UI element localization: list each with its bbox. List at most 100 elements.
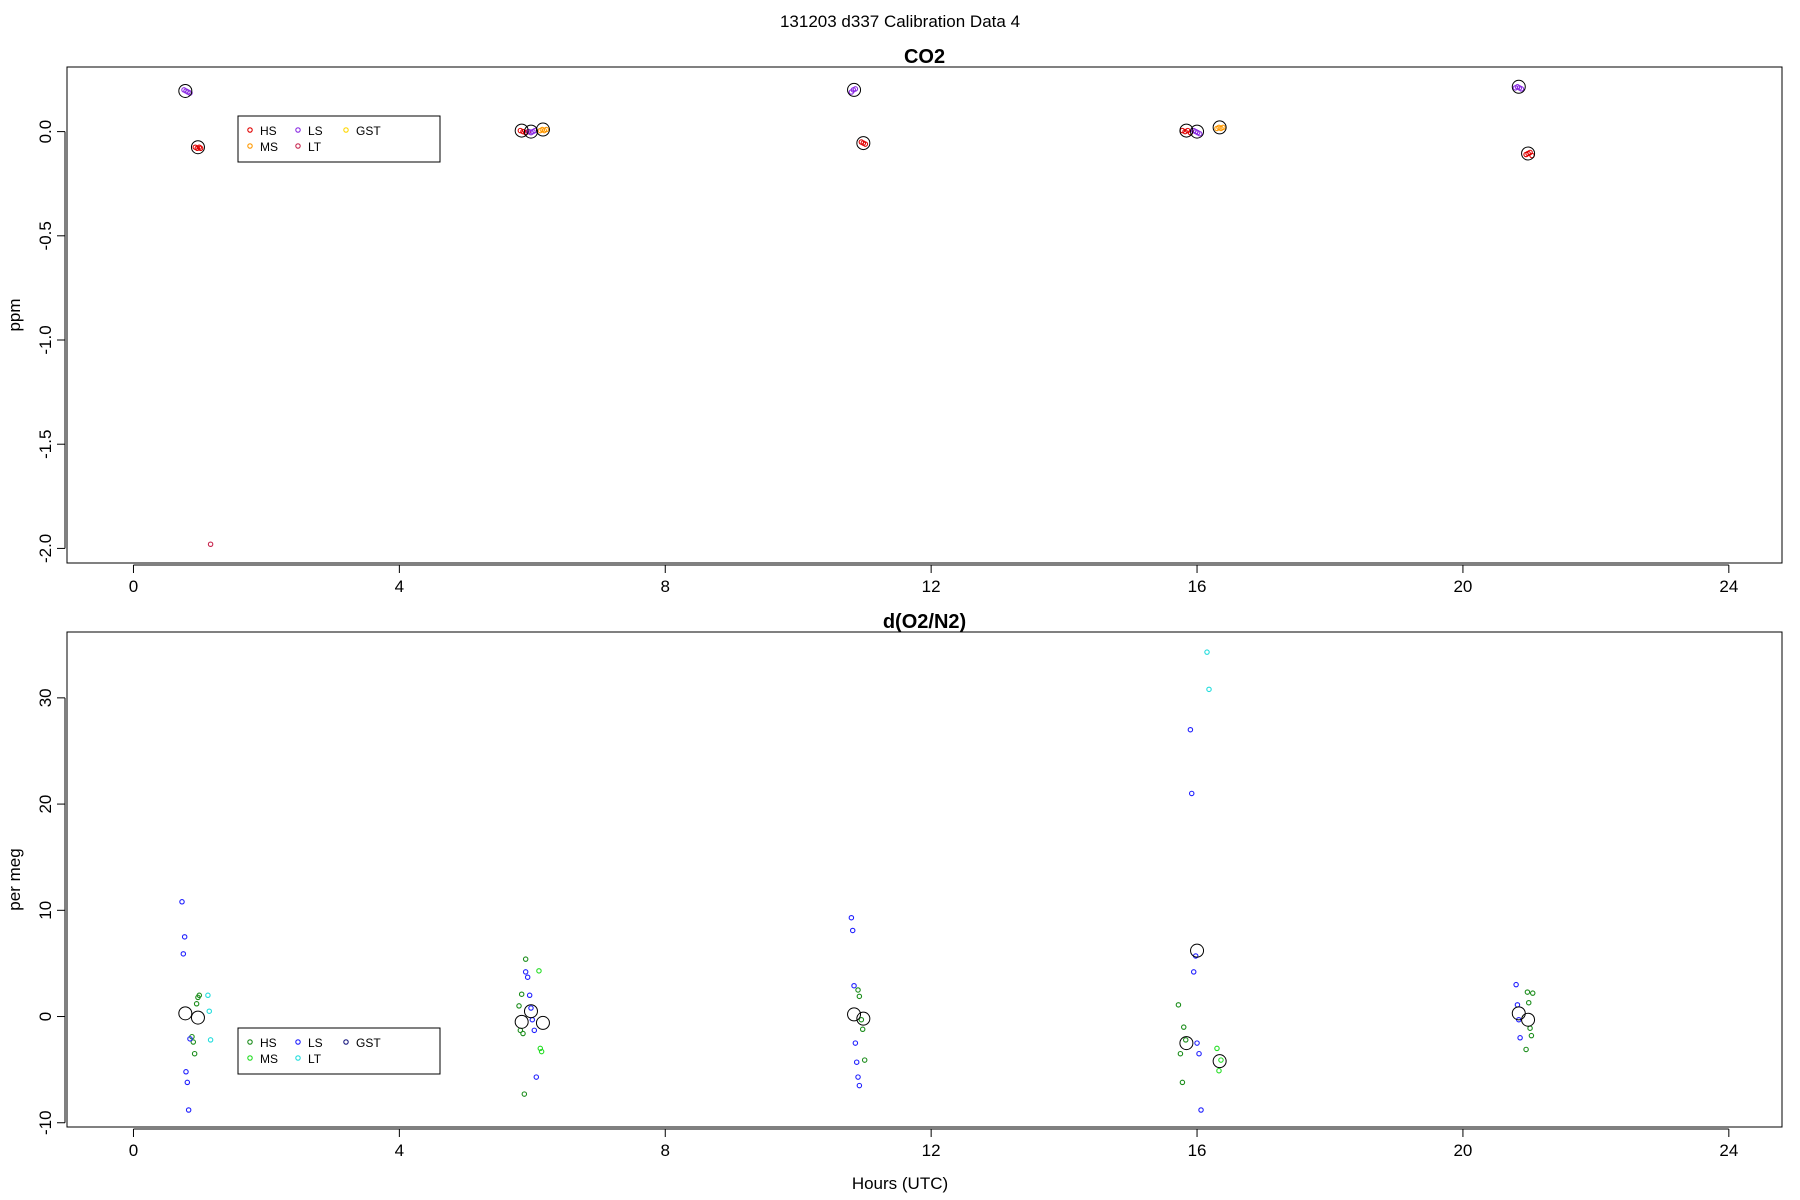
data-point	[855, 1074, 861, 1080]
y-axis-label: ppm	[5, 298, 24, 331]
data-point	[1204, 649, 1210, 655]
x-tick-label: 12	[922, 1141, 941, 1160]
data-point	[1194, 1040, 1200, 1046]
mean-marker	[178, 83, 193, 98]
data-point	[848, 914, 855, 921]
mean-marker	[1521, 146, 1536, 161]
data-point	[517, 127, 524, 134]
data-point	[856, 1082, 863, 1089]
data-point	[1216, 1067, 1222, 1074]
y-tick-label: 10	[36, 901, 55, 920]
data-point	[1220, 124, 1226, 131]
mean-marker	[514, 123, 529, 138]
x-tick-label: 24	[1719, 577, 1738, 596]
mean-marker	[1190, 943, 1205, 958]
x-tick-label: 8	[661, 577, 670, 596]
data-point	[526, 992, 533, 999]
data-point	[858, 1016, 865, 1023]
mean-marker	[535, 122, 550, 137]
legend-marker	[343, 127, 349, 133]
data-point	[1214, 1045, 1220, 1052]
data-point	[521, 1091, 528, 1097]
data-point	[1190, 969, 1197, 975]
data-point	[852, 1040, 859, 1046]
y-tick-label: -1.0	[36, 325, 55, 354]
legend-marker	[343, 1039, 349, 1045]
o2n2-panel: d(O2/N2) 0 4 8 12 16 20 24 -10 0 10 20 30 per meg HS MS…	[5, 611, 1783, 1160]
data-point	[184, 1079, 191, 1086]
x-axis-label: Hours (UTC)	[852, 1174, 948, 1193]
data-point	[520, 1030, 526, 1037]
data-point	[1218, 1057, 1224, 1063]
mean-marker	[856, 1011, 871, 1026]
legend: HS MS LS LT GST	[237, 115, 441, 163]
data-point	[1524, 989, 1531, 995]
legend-label: HS	[260, 124, 277, 138]
data-point	[1182, 1037, 1189, 1043]
data-point	[522, 956, 529, 962]
data-point	[855, 987, 861, 993]
y-tick-label: -10	[36, 1110, 55, 1135]
data-point	[522, 969, 529, 975]
y-tick-label: 0.0	[36, 120, 55, 144]
x-tick-label: 0	[129, 577, 138, 596]
legend-marker	[247, 1055, 253, 1061]
data-point	[1517, 1035, 1523, 1041]
y-tick-label: 0	[36, 1012, 55, 1021]
data-point	[193, 1001, 200, 1007]
legend-marker	[295, 127, 301, 133]
data-point	[1179, 1079, 1186, 1086]
mean-marker	[1179, 123, 1194, 138]
legend-label: LS	[308, 124, 323, 138]
data-point	[1529, 990, 1536, 996]
data-point	[197, 145, 204, 152]
data-point	[205, 992, 211, 999]
data-point	[520, 128, 526, 135]
mean-marker	[190, 140, 205, 155]
mean-marker	[1212, 1054, 1227, 1069]
data-point	[1180, 1024, 1187, 1030]
legend-marker	[247, 143, 253, 149]
data-point	[1518, 86, 1525, 92]
data-point	[518, 991, 525, 997]
legend-label: LS	[308, 1036, 323, 1050]
data-point	[1187, 726, 1194, 733]
legend-marker	[247, 127, 253, 133]
plot-frame	[66, 66, 1783, 564]
data-point	[851, 982, 857, 989]
data-point	[196, 992, 203, 999]
legend-marker	[295, 143, 301, 149]
x-tick-label: 4	[395, 577, 404, 596]
data-point	[1177, 1050, 1184, 1057]
mean-marker	[190, 1010, 205, 1025]
x-tick-label: 0	[129, 1141, 138, 1160]
data-point	[861, 1057, 868, 1063]
data-point	[856, 993, 863, 1000]
mean-marker	[523, 1004, 538, 1019]
data-point	[179, 899, 185, 905]
legend-marker	[295, 1039, 301, 1045]
mean-marker	[535, 1015, 550, 1030]
data-point	[1196, 130, 1203, 137]
x-tick-label: 20	[1453, 1141, 1472, 1160]
mean-marker	[1511, 79, 1526, 94]
x-tick-label: 16	[1188, 577, 1207, 596]
data-point	[1196, 1050, 1202, 1057]
data-point	[516, 1003, 522, 1009]
data-point	[207, 541, 214, 547]
data-point	[1182, 128, 1188, 135]
legend-label: GST	[356, 124, 381, 138]
data-point	[528, 1005, 534, 1011]
data-point	[1525, 999, 1532, 1006]
data-point	[191, 1050, 198, 1057]
x-tick-label: 20	[1453, 577, 1472, 596]
x-tick-label: 8	[661, 1141, 670, 1160]
data-point	[859, 1026, 866, 1033]
data-point	[852, 86, 859, 92]
data-point	[206, 1008, 213, 1014]
y-tick-label: 30	[36, 688, 55, 707]
data-point	[1513, 981, 1519, 988]
co2-panel: CO2 0 4 8 12 16 20 24 0.0 -0.5 -1.0 -1.5 -2.0 ppm HS MS…	[5, 46, 1783, 596]
y-axis-label: per meg	[5, 848, 24, 910]
